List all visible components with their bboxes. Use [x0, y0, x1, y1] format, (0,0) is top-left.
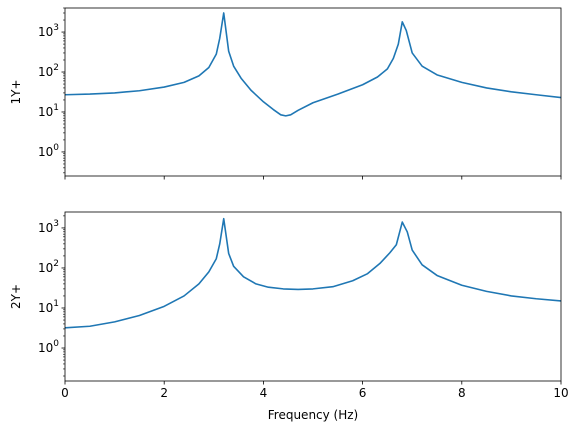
y-tick-label-exponent: 3	[53, 219, 59, 229]
y-tick-label-3: 103	[38, 23, 59, 39]
y-tick-label-0: 100	[38, 339, 59, 355]
y-tick-label-exponent: 3	[53, 23, 59, 33]
y-tick-label-exponent: 2	[53, 63, 59, 73]
series-line-1-0	[65, 217, 561, 329]
x-axis-label: Frequency (Hz)	[268, 408, 359, 422]
y-tick-label-3: 103	[38, 219, 59, 235]
y-tick-label-exponent: 1	[53, 299, 59, 309]
y-tick-label-base: 10	[38, 261, 53, 275]
x-tick-label-3: 6	[359, 386, 367, 400]
y-tick-label-base: 10	[38, 65, 53, 79]
y-tick-label-base: 10	[38, 221, 53, 235]
x-tick-label-1: 2	[160, 386, 168, 400]
y-tick-label-2: 102	[38, 259, 59, 275]
y-tick-label-base: 10	[38, 25, 53, 39]
y-tick-label-base: 10	[38, 145, 53, 159]
y-tick-label-1: 101	[38, 103, 59, 119]
y-axis-label: 1Y+	[9, 79, 23, 104]
y-axis-label: 2Y+	[9, 284, 23, 309]
y-tick-label-base: 10	[38, 301, 53, 315]
axes-frame	[64, 211, 562, 382]
y-tick-label-exponent: 0	[53, 143, 59, 153]
y-tick-label-exponent: 2	[53, 259, 59, 269]
y-tick-label-base: 10	[38, 105, 53, 119]
y-tick-label-exponent: 1	[53, 103, 59, 113]
x-tick-label-2: 4	[260, 386, 268, 400]
y-tick-label-2: 102	[38, 63, 59, 79]
x-tick-label-4: 8	[458, 386, 466, 400]
x-tick-label-5: 10	[553, 386, 568, 400]
y-tick-label-1: 101	[38, 299, 59, 315]
y-tick-label-0: 100	[38, 143, 59, 159]
series-line-0-0	[65, 12, 561, 117]
y-tick-label-exponent: 0	[53, 339, 59, 349]
x-tick-label-0: 0	[61, 386, 69, 400]
y-tick-label-base: 10	[38, 341, 53, 355]
axes-frame	[64, 7, 562, 177]
